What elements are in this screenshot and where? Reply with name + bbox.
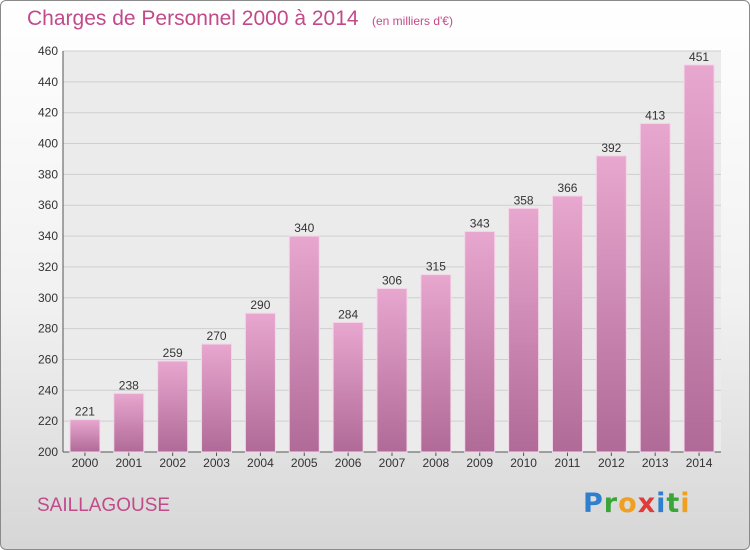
chart-title: Charges de Personnel 2000 à 2014 (27, 7, 359, 30)
proxiti-logo: Proxiti (583, 488, 691, 519)
place-name: SAILLAGOUSE (37, 495, 171, 516)
y-tick-label: 420 (38, 106, 58, 120)
x-tick-label: 2012 (598, 456, 625, 470)
bar-layer (69, 64, 715, 453)
label-layer: 221 238 259 270 290 340 284 306 315 343 358 366 392 4… (75, 50, 709, 419)
bar-2009 (464, 230, 496, 453)
value-label-2003: 270 (207, 329, 227, 343)
x-tick-label: 2003 (203, 456, 230, 470)
bar-2013 (639, 122, 671, 453)
y-tick-label: 200 (38, 445, 58, 459)
bar-2003 (201, 343, 233, 453)
bar-2011 (551, 195, 583, 453)
y-tick-label: 440 (38, 75, 58, 89)
y-tick-label: 260 (38, 352, 58, 366)
y-tick-label: 320 (38, 260, 58, 274)
x-tick-label: 2014 (686, 456, 713, 470)
y-tick-label: 460 (38, 44, 58, 58)
bar-2002 (157, 360, 189, 453)
bar-2006 (332, 321, 364, 453)
value-label-2010: 358 (514, 193, 534, 207)
value-label-2012: 392 (601, 141, 621, 155)
value-label-2005: 340 (294, 221, 314, 235)
bar-2007 (376, 288, 408, 453)
x-tick-label: 2002 (159, 456, 186, 470)
x-tick-label: 2001 (115, 456, 142, 470)
value-label-2011: 366 (557, 181, 577, 195)
value-label-2007: 306 (382, 274, 402, 288)
bar-2014 (683, 64, 715, 453)
bar-2012 (595, 155, 627, 453)
y-tick-label: 400 (38, 137, 58, 151)
x-tick-label: 2007 (379, 456, 406, 470)
bar-2005 (288, 235, 320, 453)
x-tick-label: 2013 (642, 456, 669, 470)
x-tick-label: 2000 (72, 456, 99, 470)
value-label-2013: 413 (645, 108, 665, 122)
x-tick-label: 2009 (466, 456, 493, 470)
value-label-2009: 343 (470, 216, 490, 230)
x-tick-label: 2005 (291, 456, 318, 470)
value-label-2004: 290 (250, 298, 270, 312)
bar-2004 (244, 312, 276, 453)
y-tick-label: 220 (38, 414, 58, 428)
y-tick-label: 360 (38, 198, 58, 212)
x-tick-label: 2010 (510, 456, 537, 470)
bar-2001 (113, 392, 145, 453)
value-label-2000: 221 (75, 405, 95, 419)
x-tick-label: 2004 (247, 456, 274, 470)
value-label-2001: 238 (119, 378, 139, 392)
y-tick-label: 380 (38, 167, 58, 181)
x-tick-label: 2011 (555, 456, 581, 470)
value-label-2008: 315 (426, 260, 446, 274)
y-tick-label: 300 (38, 291, 58, 305)
chart-subtitle: (en milliers d'€) (372, 14, 453, 28)
y-tick-label: 280 (38, 322, 58, 336)
x-tick-label: 2006 (335, 456, 362, 470)
bar-2010 (508, 207, 540, 453)
value-label-2002: 259 (163, 346, 183, 360)
y-tick-label: 240 (38, 383, 58, 397)
bar-2000 (69, 419, 101, 453)
y-tick-label: 340 (38, 229, 58, 243)
value-label-2006: 284 (338, 307, 358, 321)
value-label-2014: 451 (689, 50, 709, 64)
bar-2008 (420, 274, 452, 453)
x-tick-label: 2008 (423, 456, 450, 470)
